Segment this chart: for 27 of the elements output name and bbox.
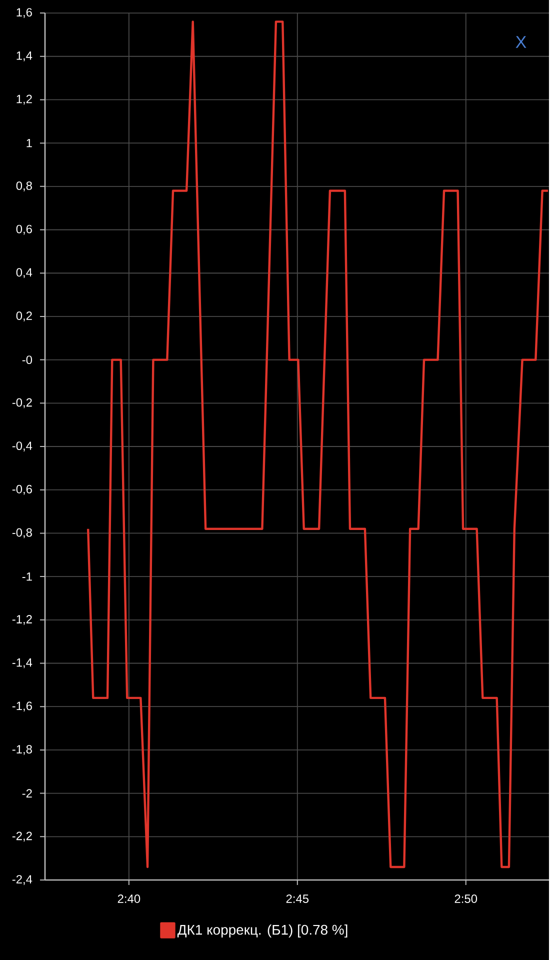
y-tick-label: -2,2 bbox=[12, 832, 32, 842]
y-tick-label: 0,8 bbox=[16, 181, 32, 192]
legend-label: ДК1 коррекц. (Б1) [0.78 %] bbox=[178, 924, 348, 938]
y-tick-label: -0,8 bbox=[12, 528, 32, 538]
y-tick-label: -0,2 bbox=[12, 398, 32, 408]
x-tick-label: 2:50 bbox=[455, 894, 478, 903]
y-tick-label: 1 bbox=[26, 138, 32, 148]
y-tick-label: -1,4 bbox=[12, 658, 32, 668]
annotation: X bbox=[516, 36, 526, 48]
y-tick-label: -2 bbox=[22, 789, 32, 798]
y-tick-label: -0,6 bbox=[12, 484, 32, 495]
y-tick-label: 1,2 bbox=[16, 94, 32, 105]
y-tick-label: -1,8 bbox=[12, 745, 32, 755]
line-series bbox=[87, 20, 550, 868]
y-tick-label: 1,6 bbox=[16, 8, 32, 18]
y-tick-label: -2,4 bbox=[12, 875, 32, 885]
y-tick-label: -1 bbox=[22, 572, 32, 581]
x-tick-label: 2:45 bbox=[286, 894, 309, 903]
y-tick-label: 0,4 bbox=[16, 268, 32, 278]
y-tick-label: -0 bbox=[22, 356, 32, 364]
x-tick-label: 2:40 bbox=[118, 894, 140, 903]
y-tick-label: 0,2 bbox=[16, 312, 32, 322]
y-tick-label: -0,4 bbox=[12, 442, 32, 452]
y-tick-label: 0,6 bbox=[16, 224, 32, 235]
y-tick-label: -1,2 bbox=[12, 614, 32, 625]
y-tick-label: -1,6 bbox=[12, 702, 32, 712]
y-tick-label: 1,4 bbox=[16, 51, 32, 62]
